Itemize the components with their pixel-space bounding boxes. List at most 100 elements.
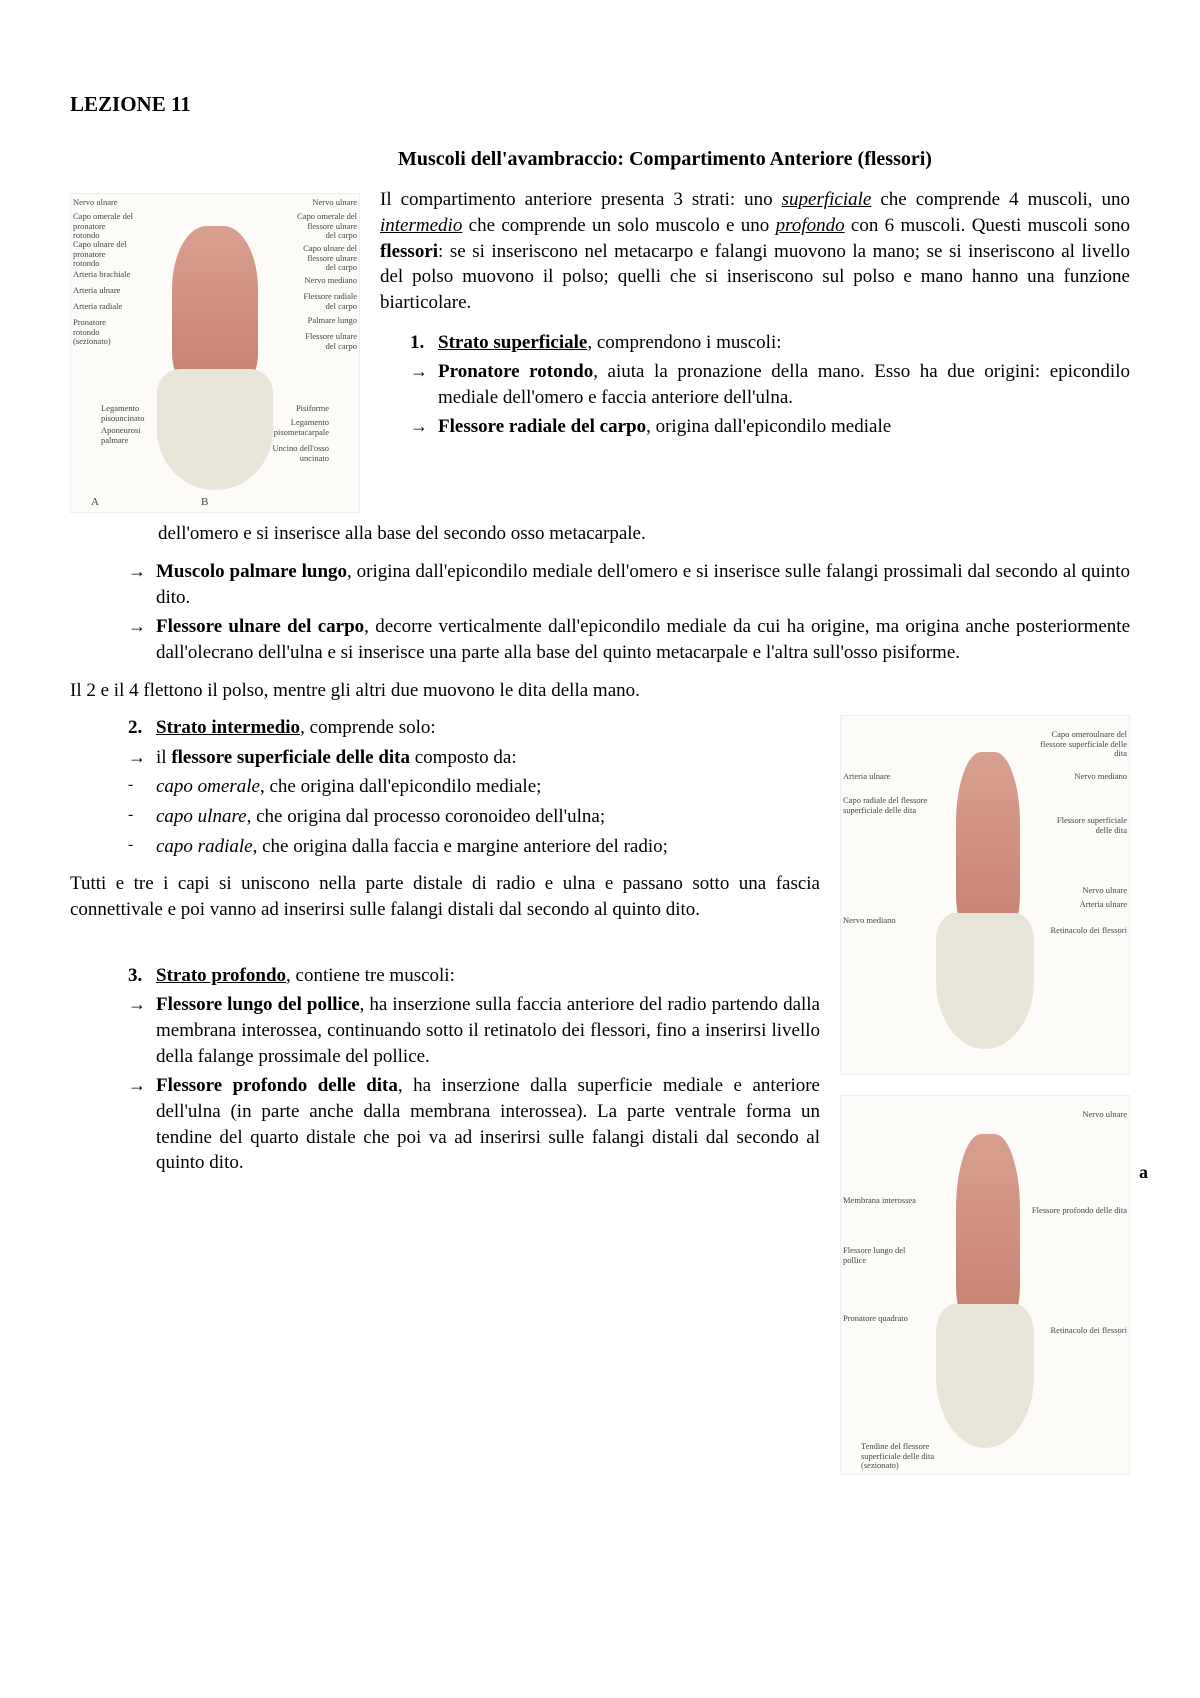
arrow-icon: → [128,559,156,610]
strato-profondo-list: 3. Strato profondo, contiene tre muscoli… [128,963,820,1176]
fig-label: Retinacolo dei flessori [1051,926,1127,935]
text: che comprende un solo muscolo e uno [462,215,775,236]
fig-label: Flessore profondo delle dita [1027,1206,1127,1215]
strato-intermedio-list: 2. Strato intermedio, comprende solo: → … [128,715,820,859]
fig-label: Membrana interossea [843,1196,923,1205]
fig-label: Capo omerale del flessore ulnare del car… [297,212,357,240]
num-marker: 2. [128,715,156,741]
fig-label: Tendine del flessore superficiale delle … [861,1442,971,1470]
muscle-name: Flessore ulnare del carpo [156,616,364,637]
term-superficiale: superficiale [782,189,872,210]
arrow-icon: → [410,359,438,410]
side-letter: a [1139,1160,1148,1184]
top-section: Nervo ulnare Capo omerale del pronatore … [70,187,1130,513]
arrow-icon: → [128,992,156,1069]
muscle-name: flessore superficiale delle dita [171,747,410,768]
list-item: - capo ulnare, che origina dal processo … [128,804,820,830]
dash-icon: - [128,834,156,860]
fig-label: Flessore radiale del carpo [302,292,357,311]
list-item: → Pronatore rotondo, aiuta la pronazione… [410,359,1130,410]
text: , che origina dalla faccia e margine ant… [253,836,668,857]
fig-label: Pisiforme [296,404,329,413]
list-heading: 3. Strato profondo, contiene tre muscoli… [128,963,820,989]
muscle-name: Flessore lungo del pollice [156,994,360,1015]
fig-label: Flessore superficiale delle dita [1042,816,1127,835]
list-item: - capo omerale, che origina dall'epicond… [128,774,820,800]
anatomy-illustration-icon: Nervo ulnare Capo omerale del pronatore … [70,193,360,513]
arrow-icon: → [128,614,156,665]
list-item: → il flessore superficiale delle dita co… [128,745,820,771]
text: : se si inseriscono nel metacarpo e fala… [380,241,1130,313]
text: , che origina dall'epicondilo mediale; [260,776,541,797]
fig-label: Arteria brachiale [73,270,130,279]
text: composto da: [410,747,517,768]
list-item: → Flessore profondo delle dita, ha inser… [128,1073,820,1176]
arrow-icon: → [128,1073,156,1176]
fig-label: Arteria ulnare [73,286,120,295]
note-1: Il 2 e il 4 flettono il polso, mentre gl… [70,678,1130,704]
term-profondo: profondo [776,215,845,236]
fig-label: Nervo ulnare [1082,1110,1127,1119]
num-marker: 3. [128,963,156,989]
text: con 6 muscoli. Questi muscoli sono [845,215,1130,236]
arrow-icon: → [410,414,438,440]
list-heading: 1. Strato superficiale, comprendono i mu… [410,330,1130,356]
fig-label: Capo omerale del pronatore rotondo [73,212,133,240]
muscle-name: Flessore profondo delle dita [156,1075,398,1096]
mid-section: 2. Strato intermedio, comprende solo: → … [70,715,1130,1475]
list-heading: 2. Strato intermedio, comprende solo: [128,715,820,741]
fig-label: Aponeurosi palmare [101,426,161,445]
continuation-text: dell'omero e si inserisce alla base del … [158,521,1130,547]
figure-1: Nervo ulnare Capo omerale del pronatore … [70,193,360,513]
mid-left-text: 2. Strato intermedio, comprende solo: → … [70,715,820,1475]
fig-label: A [91,496,99,508]
strato-superficiale-list: 1. Strato superficiale, comprendono i mu… [410,330,1130,441]
fig-label: Nervo ulnare [312,198,357,207]
fig-label: Nervo ulnare [73,198,118,207]
fig-label: Pronatore quadrato [843,1314,923,1323]
strato-superficiale-cont: → Muscolo palmare lungo, origina dall'ep… [128,559,1130,666]
list-item: → Flessore lungo del pollice, ha inserzi… [128,992,820,1069]
fig-label: Legamento pisometacarpale [259,418,329,437]
text: Il compartimento anteriore presenta 3 st… [380,189,782,210]
dash-icon: - [128,774,156,800]
intro-paragraph: Il compartimento anteriore presenta 3 st… [380,187,1130,315]
page-header: LEZIONE 11 [70,90,1130,118]
fig-label: Palmare lungo [308,316,357,325]
fig-label: Arteria ulnare [1080,900,1127,909]
fig-label: Pronatore rotondo (sezionato) [73,318,128,346]
anatomy-illustration-icon: Capo omeroulnare del flessore superficia… [840,715,1130,1075]
list-item: → Flessore radiale del carpo, origina da… [410,414,1130,440]
fig-label: Nervo mediano [304,276,357,285]
capo-name: capo ulnare [156,806,247,827]
text: , comprendono i muscoli: [587,332,781,353]
dash-icon: - [128,804,156,830]
strato-title: Strato profondo [156,965,286,986]
num-marker: 1. [410,330,438,356]
list-item: → Flessore ulnare del carpo, decorre ver… [128,614,1130,665]
capo-name: capo radiale [156,836,253,857]
fig-label: Nervo mediano [1074,772,1127,781]
list-item: - capo radiale, che origina dalla faccia… [128,834,820,860]
muscle-name: Pronatore rotondo [438,361,593,382]
intro-column: Il compartimento anteriore presenta 3 st… [380,187,1130,513]
text-partial: , origina dall'epicondilo mediale [646,416,891,437]
fig-label: Flessore ulnare del carpo [302,332,357,351]
fig-label: Capo ulnare del pronatore rotondo [73,240,133,268]
anatomy-illustration-icon: Nervo ulnare Flessore profondo delle dit… [840,1095,1130,1475]
figure-column-right: Capo omeroulnare del flessore superficia… [840,715,1130,1475]
fig-label: Nervo mediano [843,916,896,925]
fig-label: Arteria ulnare [843,772,890,781]
figure-3-wrapper: Nervo ulnare Flessore profondo delle dit… [840,1095,1130,1475]
text: , contiene tre muscoli: [286,965,455,986]
fig-label: Retinacolo dei flessori [1051,1326,1127,1335]
note-2: Tutti e tre i capi si uniscono nella par… [70,871,820,922]
fig-label: Legamento pisouncinato [101,404,161,423]
text: il [156,747,171,768]
arrow-icon: → [128,745,156,771]
muscle-name: Muscolo palmare lungo [156,561,347,582]
list-item: → Muscolo palmare lungo, origina dall'ep… [128,559,1130,610]
text: che comprende 4 muscoli, uno [871,189,1130,210]
capo-name: capo omerale [156,776,260,797]
fig-label: Capo ulnare del flessore ulnare del carp… [297,244,357,272]
